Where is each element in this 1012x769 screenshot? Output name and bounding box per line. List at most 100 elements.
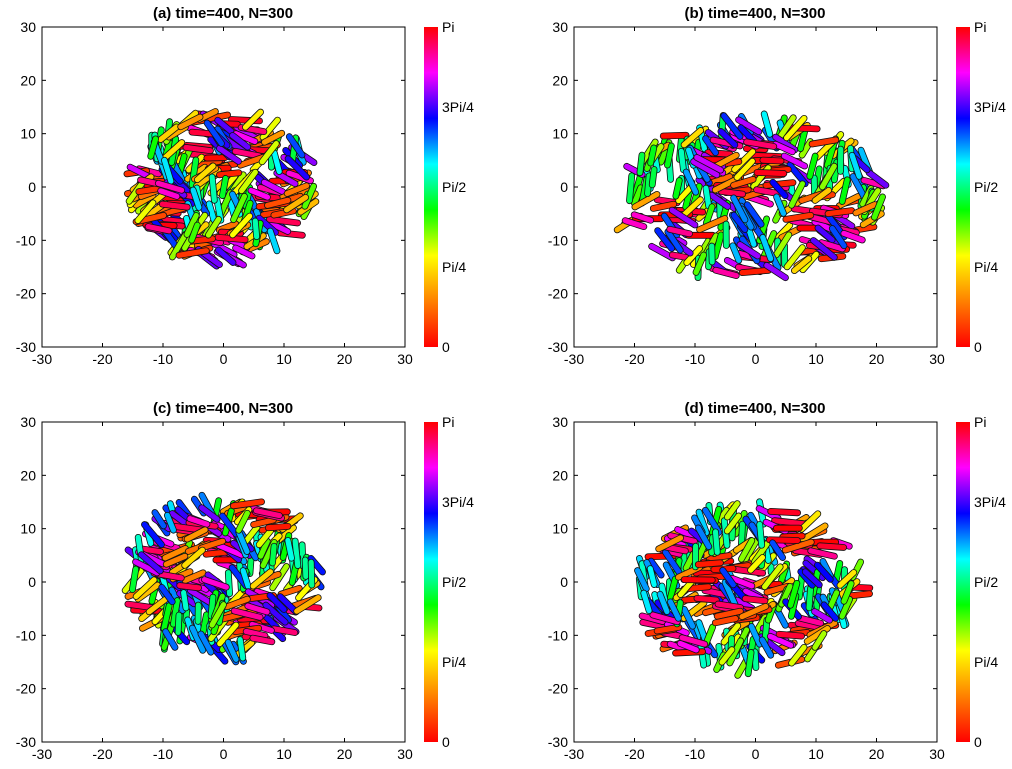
rod bbox=[256, 528, 274, 548]
rod bbox=[169, 232, 189, 260]
rod-layer bbox=[123, 108, 320, 270]
rod bbox=[269, 543, 277, 566]
rod bbox=[721, 113, 743, 140]
rod bbox=[187, 587, 214, 606]
rod bbox=[850, 173, 868, 201]
rod bbox=[170, 597, 180, 627]
rod bbox=[215, 234, 248, 243]
rod bbox=[208, 616, 229, 642]
rod bbox=[159, 201, 190, 210]
rod bbox=[712, 232, 724, 260]
colorbar-tick-label: 0 bbox=[974, 734, 982, 750]
rod bbox=[821, 602, 839, 621]
rod bbox=[712, 615, 739, 626]
rod bbox=[284, 194, 309, 213]
rod bbox=[815, 225, 835, 243]
rod bbox=[261, 179, 286, 195]
y-tick-label: -20 bbox=[548, 286, 568, 302]
rod bbox=[175, 612, 182, 636]
rod bbox=[205, 216, 222, 238]
rod bbox=[216, 170, 242, 178]
x-tick-label: -10 bbox=[153, 746, 173, 762]
colorbar-gradient bbox=[424, 27, 438, 347]
rod bbox=[737, 242, 761, 259]
rod bbox=[250, 569, 274, 589]
rod bbox=[158, 124, 180, 143]
rod bbox=[145, 223, 172, 234]
rod bbox=[808, 548, 838, 559]
rod bbox=[182, 570, 206, 584]
rod bbox=[684, 245, 703, 266]
rod bbox=[209, 602, 227, 628]
rod bbox=[662, 549, 682, 575]
tick-layer: -30 -20 -10 0 10 20 30 -30 -20 -10 0 10 20 30 bbox=[548, 414, 945, 762]
x-tick-label: 30 bbox=[929, 746, 945, 762]
rod bbox=[237, 616, 271, 624]
rod bbox=[219, 513, 239, 537]
rod bbox=[695, 560, 724, 568]
rod bbox=[713, 267, 739, 279]
x-tick-label: -20 bbox=[92, 351, 112, 367]
rod bbox=[267, 228, 280, 254]
rod bbox=[796, 573, 805, 600]
rod bbox=[271, 626, 298, 636]
rod bbox=[209, 174, 217, 203]
rod bbox=[649, 166, 657, 188]
rod bbox=[714, 608, 743, 619]
rod bbox=[739, 603, 769, 620]
rod bbox=[759, 637, 774, 658]
x-tick-label: 0 bbox=[220, 351, 228, 367]
colorbar-tick-label: Pi bbox=[442, 19, 454, 35]
rod bbox=[841, 230, 865, 243]
rod bbox=[163, 553, 188, 567]
rod bbox=[702, 507, 722, 535]
panel-a: (a) time=400, N=300 -30 -20 -10 0 10 20 30-30-… bbox=[16, 5, 474, 367]
rod bbox=[839, 596, 853, 619]
y-tick-label: -10 bbox=[548, 232, 568, 248]
rod bbox=[702, 587, 728, 598]
rod bbox=[159, 584, 175, 605]
rod bbox=[667, 226, 693, 237]
rod bbox=[724, 501, 740, 520]
rod bbox=[818, 239, 846, 252]
rod bbox=[243, 628, 268, 639]
colorbar-tick-label: 0 bbox=[442, 734, 450, 750]
rod bbox=[783, 115, 807, 141]
rod bbox=[676, 183, 695, 204]
rod bbox=[267, 592, 287, 613]
rod bbox=[654, 624, 682, 634]
rod bbox=[739, 267, 772, 276]
tick-layer: -30 -20 -10 0 10 20 30 -30 -20 -10 0 10 20 30 bbox=[16, 19, 413, 367]
rod-layer bbox=[121, 491, 326, 666]
colorbar-tick-label: 0 bbox=[442, 339, 450, 355]
rod bbox=[744, 202, 764, 227]
rod bbox=[230, 499, 265, 509]
rod bbox=[730, 176, 756, 188]
rod bbox=[757, 521, 765, 548]
rod bbox=[743, 139, 777, 150]
rod bbox=[648, 243, 676, 261]
rod bbox=[680, 197, 704, 219]
rod bbox=[696, 509, 709, 536]
rod bbox=[791, 256, 812, 274]
rod bbox=[812, 187, 832, 204]
x-tick-label: 0 bbox=[220, 746, 228, 762]
rod bbox=[138, 552, 163, 574]
rod bbox=[252, 218, 260, 240]
rod bbox=[810, 237, 837, 260]
rod bbox=[302, 557, 309, 580]
panel-title: (b) time=400, N=300 bbox=[685, 5, 826, 22]
rod bbox=[722, 579, 738, 608]
rod bbox=[265, 523, 291, 531]
rod bbox=[129, 566, 139, 593]
rod bbox=[258, 538, 270, 559]
rod bbox=[193, 167, 221, 189]
rod bbox=[732, 149, 756, 173]
x-tick-label: 30 bbox=[397, 746, 413, 762]
rod bbox=[720, 567, 736, 588]
y-tick-label: 20 bbox=[20, 467, 36, 483]
rod bbox=[231, 608, 263, 620]
rod bbox=[730, 195, 748, 223]
rod bbox=[253, 508, 283, 519]
rod bbox=[647, 566, 657, 588]
